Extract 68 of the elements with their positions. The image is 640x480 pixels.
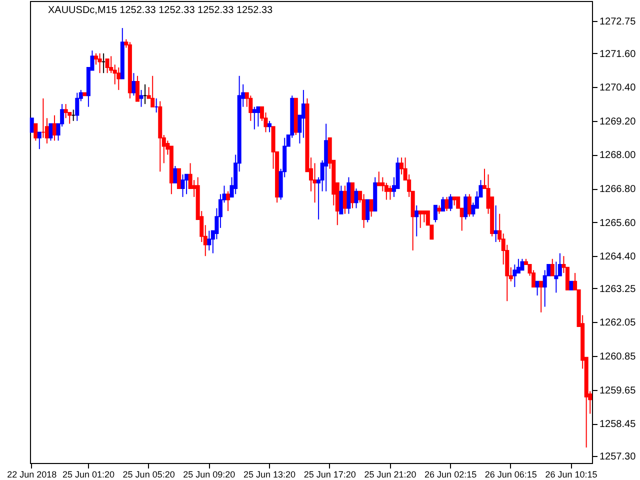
candlestick — [339, 185, 344, 214]
candlestick — [354, 188, 358, 209]
candlestick — [75, 92, 80, 122]
candlestick — [252, 106, 256, 130]
chart-title: XAUUSDc,M15 1252.33 1252.33 1252.33 1252.33 — [48, 5, 274, 16]
candlestick — [539, 280, 544, 313]
x-tick-label: 26 Jun 06:15 — [484, 470, 537, 480]
x-tick-label: 26 Jun 02:15 — [424, 470, 477, 480]
y-tick-label: 1258.45 — [600, 419, 636, 430]
y-tick-label: 1262.05 — [600, 318, 636, 329]
candlestick — [139, 89, 144, 108]
x-tick-label: 25 Jun 09:20 — [183, 470, 236, 480]
y-tick-label: 1269.20 — [600, 116, 636, 128]
x-tick-label: 25 Jun 01:20 — [62, 470, 114, 480]
candlestick — [414, 204, 419, 237]
candlestick — [256, 106, 260, 128]
candlestick — [48, 123, 53, 142]
candlestick — [37, 132, 42, 150]
x-tick-label: 25 Jun 13:20 — [243, 470, 296, 480]
candlestick — [176, 168, 181, 190]
y-tick-label: 1266.80 — [600, 184, 636, 196]
candlestick — [268, 120, 272, 133]
candlestick — [554, 261, 558, 294]
candlestick — [418, 210, 422, 228]
y-tick-label: 1272.75 — [600, 16, 636, 28]
y-tick-label: 1259.65 — [600, 385, 636, 396]
candlestick — [512, 264, 517, 288]
candlestick — [520, 258, 524, 271]
candlestick — [464, 194, 468, 220]
x-tick-label: 25 Jun 21:20 — [364, 470, 416, 480]
x-tick-label: 25 Jun 17:20 — [304, 470, 356, 480]
y-tick-label: 1257.30 — [600, 451, 636, 462]
candlestick — [132, 72, 136, 96]
y-tick-label: 1263.25 — [600, 284, 636, 295]
candlestick — [135, 75, 140, 102]
candlestick — [350, 182, 354, 209]
candlestick — [180, 174, 185, 198]
candlestick — [441, 196, 446, 212]
candlestick — [494, 204, 498, 242]
x-tick-label: 25 Jun 05:20 — [122, 470, 175, 480]
candlestick — [173, 165, 178, 184]
candlestick — [448, 194, 453, 212]
candlestick — [467, 194, 472, 218]
candlestick — [422, 210, 426, 223]
x-tick-label: 22 Jun 2018 — [7, 470, 57, 480]
candlestick — [116, 66, 121, 90]
candlestick — [64, 104, 68, 119]
candlestick — [226, 190, 230, 212]
candlestick — [105, 58, 110, 74]
candlestick — [98, 52, 102, 74]
candlestick — [366, 199, 370, 223]
candlestick — [550, 258, 554, 276]
y-tick-label: 1265.60 — [600, 218, 636, 229]
candlestick — [52, 114, 57, 142]
y-tick-label: 1268.00 — [600, 150, 636, 162]
candlestick — [30, 118, 34, 133]
candlestick — [34, 123, 38, 142]
candlestick — [248, 95, 253, 122]
candlestick — [433, 204, 438, 223]
candlestick — [388, 185, 392, 200]
candlestick — [207, 230, 212, 251]
x-tick-label: 26 Jun 10:15 — [545, 470, 598, 480]
candlestick — [184, 174, 189, 195]
candlestick — [150, 75, 155, 108]
y-tick-label: 1271.60 — [600, 48, 636, 60]
y-tick-label: 1264.40 — [600, 252, 636, 263]
y-tick-label: 1270.40 — [600, 82, 636, 94]
y-tick-label: 1260.85 — [600, 352, 636, 363]
